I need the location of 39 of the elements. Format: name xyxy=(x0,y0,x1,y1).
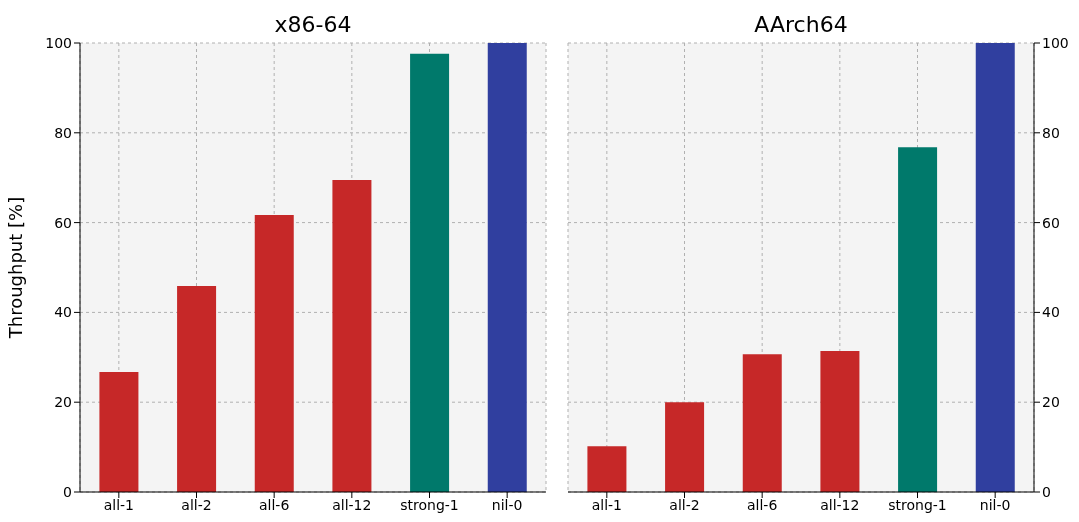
bar xyxy=(99,372,139,492)
bar xyxy=(665,402,705,492)
x-tick-label: strong-1 xyxy=(400,496,459,513)
y-tick-label: 20 xyxy=(54,394,72,411)
y-tick-label: 40 xyxy=(1042,304,1060,321)
bar xyxy=(177,285,217,492)
y-tick-label: 60 xyxy=(1042,214,1060,231)
x-tick-label: all-12 xyxy=(820,496,860,513)
y-tick-label: 80 xyxy=(1042,124,1060,141)
bar xyxy=(975,43,1015,492)
x-tick-label: all-1 xyxy=(103,496,134,513)
bar xyxy=(410,53,450,492)
y-tick-label: 0 xyxy=(1042,483,1051,500)
x-tick-label: all-6 xyxy=(259,496,290,513)
y-tick-label: 20 xyxy=(1042,394,1060,411)
chart-title: x86-64 xyxy=(273,12,353,37)
bar xyxy=(332,179,372,492)
y-tick-label: 100 xyxy=(1042,34,1069,51)
y-axis-title: Throughput [%] xyxy=(5,196,27,340)
chart-title: AArch64 xyxy=(753,12,849,37)
x-tick-label: all-2 xyxy=(669,496,700,513)
x-tick-label: strong-1 xyxy=(888,496,947,513)
bar xyxy=(820,351,860,492)
bar xyxy=(587,446,627,492)
bar xyxy=(487,43,527,492)
y-tick-label: 40 xyxy=(54,304,72,321)
x-tick-label: all-6 xyxy=(747,496,778,513)
y-tick-label: 100 xyxy=(45,34,72,51)
bar xyxy=(254,214,294,492)
y-tick-label: 0 xyxy=(63,483,72,500)
x-tick-label: nil-0 xyxy=(979,496,1011,513)
bar xyxy=(742,354,782,492)
x-tick-label: all-12 xyxy=(332,496,372,513)
bar xyxy=(898,147,938,492)
x-tick-label: nil-0 xyxy=(491,496,523,513)
x-tick-label: all-1 xyxy=(591,496,622,513)
y-tick-label: 80 xyxy=(54,124,72,141)
y-tick-label: 60 xyxy=(54,214,72,231)
x-tick-label: all-2 xyxy=(181,496,212,513)
